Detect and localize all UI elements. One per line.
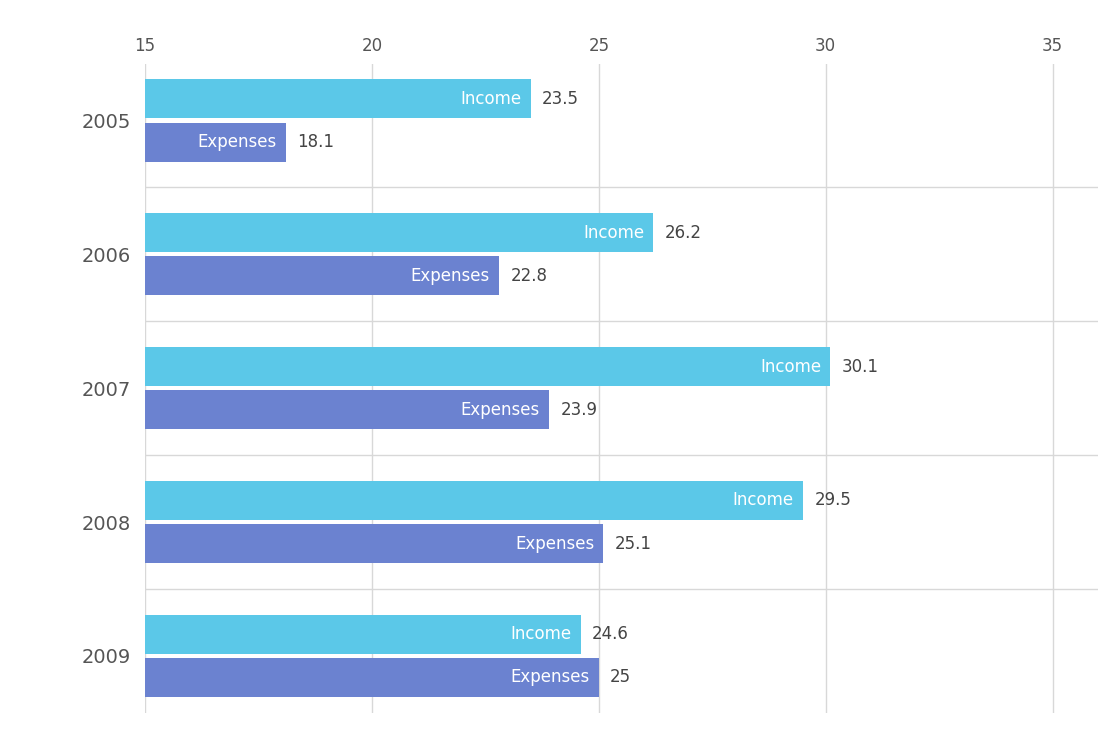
Bar: [145, 658, 599, 697]
Text: Expenses: Expenses: [515, 535, 594, 553]
Bar: [145, 615, 581, 654]
Text: Expenses: Expenses: [411, 267, 490, 285]
Bar: [145, 481, 804, 520]
Text: 26.2: 26.2: [664, 224, 701, 242]
Bar: [145, 390, 549, 429]
Bar: [145, 524, 603, 563]
Bar: [145, 256, 499, 296]
Bar: [145, 122, 286, 162]
Text: Expenses: Expenses: [461, 400, 540, 418]
Text: Income: Income: [583, 224, 644, 242]
Text: Income: Income: [760, 358, 821, 376]
Text: 29.5: 29.5: [815, 491, 851, 509]
Text: 18.1: 18.1: [297, 133, 334, 151]
Text: Income: Income: [461, 90, 522, 108]
Text: 25.1: 25.1: [614, 535, 652, 553]
Text: 23.9: 23.9: [560, 400, 598, 418]
Text: Income: Income: [511, 626, 572, 644]
Bar: [145, 347, 830, 386]
Text: Expenses: Expenses: [511, 668, 590, 686]
Text: Expenses: Expenses: [197, 133, 277, 151]
Text: 30.1: 30.1: [841, 358, 878, 376]
Text: 23.5: 23.5: [542, 90, 579, 108]
Text: 24.6: 24.6: [592, 626, 629, 644]
Bar: [145, 213, 653, 252]
Text: Income: Income: [732, 491, 794, 509]
Text: 22.8: 22.8: [511, 267, 548, 285]
Bar: [145, 80, 531, 118]
Text: 25: 25: [610, 668, 631, 686]
